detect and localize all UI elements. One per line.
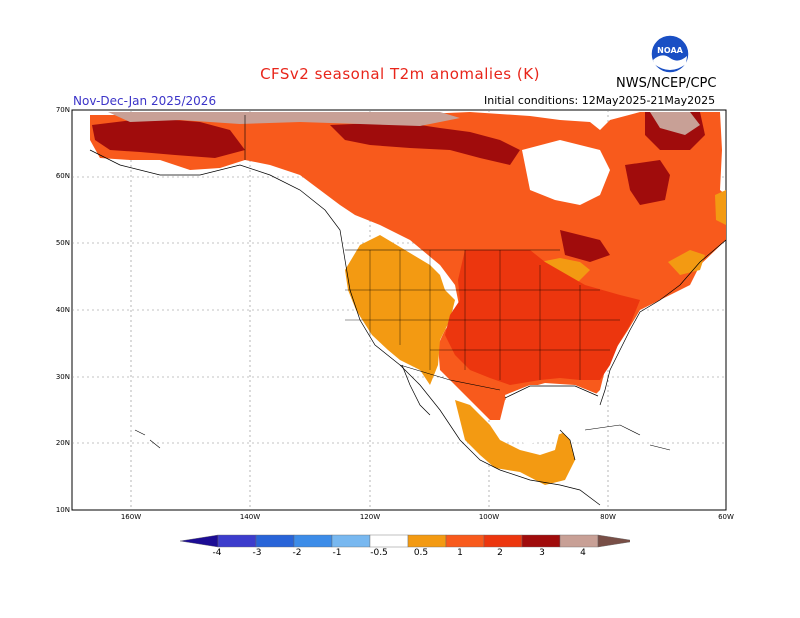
colorbar-tick: -4 [212,548,222,558]
colorbar-segment [407,534,447,548]
anomaly-region-0-5-1k-mexico [455,400,575,485]
colorbar-segment [331,534,371,548]
gulf-of-mexico [505,385,600,445]
colorbar-segment [217,534,257,548]
caribbean-islands [134,424,671,451]
svg-text:NOAA: NOAA [657,46,683,55]
colorbar-segment [369,534,409,548]
lat-label-70n: 70N [55,106,70,114]
anomaly-region-2-3k-us [445,250,640,385]
colorbar-segment [559,534,599,548]
colorbar-tick: -0.5 [370,548,388,558]
lon-label-140w: 140W [239,513,261,521]
colorbar-tick: 0.5 [413,548,429,558]
anomaly-region-3-4k-canada [330,122,520,165]
borders [244,115,560,391]
agency-label: NWS/NCEP/CPC [616,76,717,91]
lat-label-10n: 10N [55,506,70,514]
colorbar-segment [179,534,219,548]
anomaly-region-3-4k-alaska [92,118,245,158]
anomaly-region-3-4k-quebec [625,160,670,205]
noaa-logo-icon: NOAA [650,34,690,74]
lat-label-30n: 30N [55,373,70,381]
colorbar-tick: 1 [457,548,463,558]
lat-label-60n: 60N [55,172,70,180]
initial-conditions-label: Initial conditions: 12May2025-21May2025 [484,94,716,107]
anomaly-region-gt4k-arctic [108,112,460,126]
anomaly-region-0-5-1k-ne [668,250,705,275]
colorbar-segment [445,534,485,548]
state-borders [345,250,620,380]
colorbar-segment [521,534,561,548]
lon-label-80w: 80W [600,513,616,521]
colorbar-tick: -1 [332,548,342,558]
lon-label-160w: 160W [120,513,142,521]
colorbar-tick: -3 [252,548,262,558]
colorbar-segment [597,534,630,548]
season-label: Nov-Dec-Jan 2025/2026 [73,94,217,108]
lon-label-120w: 120W [359,513,381,521]
hudson-bay-area [522,140,610,205]
lon-label-100w: 100W [478,513,500,521]
colorbar-tick: 3 [539,548,545,558]
lat-label-50n: 50N [55,239,70,247]
colorbar-tick: 4 [580,548,586,558]
lon-label-60w: 60W [718,513,734,521]
colorbar-tick: 2 [497,548,503,558]
lat-label-20n: 20N [55,439,70,447]
anomaly-region-gt4k-baffin [650,112,700,135]
lat-label-40n: 40N [55,306,70,314]
colorbar-segment [483,534,523,548]
anomaly-region-3-4k-hudson [560,230,610,262]
colorbar [179,534,630,548]
colorbar-segment [255,534,295,548]
anomaly-region-0-5-1k-east [715,190,726,225]
colorbar-segment [293,534,333,548]
colorbar-tick: -2 [292,548,302,558]
map-title: CFSv2 seasonal T2m anomalies (K) [260,65,540,83]
